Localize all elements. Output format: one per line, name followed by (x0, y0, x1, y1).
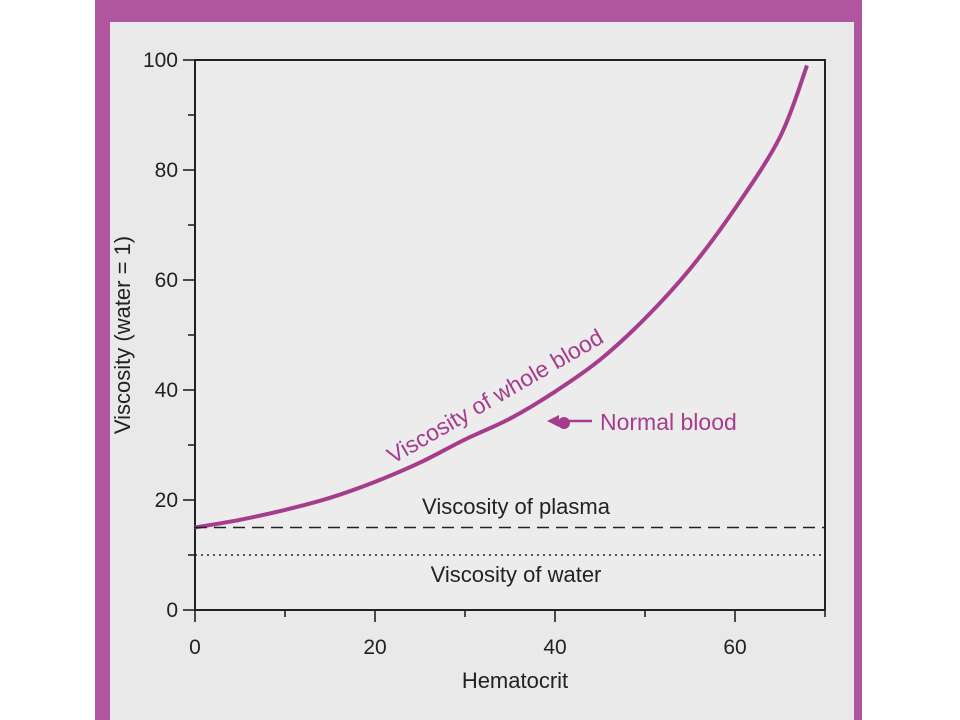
x-tick-label: 20 (363, 636, 386, 659)
normal-blood-arrow-icon (547, 415, 592, 427)
x-axis-title: Hematocrit (462, 668, 568, 693)
y-tick-label: 40 (155, 379, 178, 402)
y-tick-label: 0 (166, 599, 178, 622)
x-tick-label: 60 (723, 636, 746, 659)
y-tick-label: 80 (155, 159, 178, 182)
whole-blood-curve (194, 64, 809, 530)
y-tick-label: 20 (155, 489, 178, 512)
x-tick-label: 0 (189, 636, 201, 659)
normal-blood-point (558, 417, 570, 429)
plasma-label: Viscosity of plasma (422, 494, 611, 519)
normal-blood-label: Normal blood (600, 409, 737, 435)
plot-area (195, 60, 825, 610)
axes: 0 20 40 60 80 100 0 20 40 60 (143, 49, 826, 659)
x-tick-label: 40 (543, 636, 566, 659)
y-axis-title: Viscosity (water = 1) (110, 236, 135, 434)
y-tick-label: 60 (155, 269, 178, 292)
y-tick-label: 100 (143, 49, 178, 72)
water-label: Viscosity of water (431, 562, 602, 587)
